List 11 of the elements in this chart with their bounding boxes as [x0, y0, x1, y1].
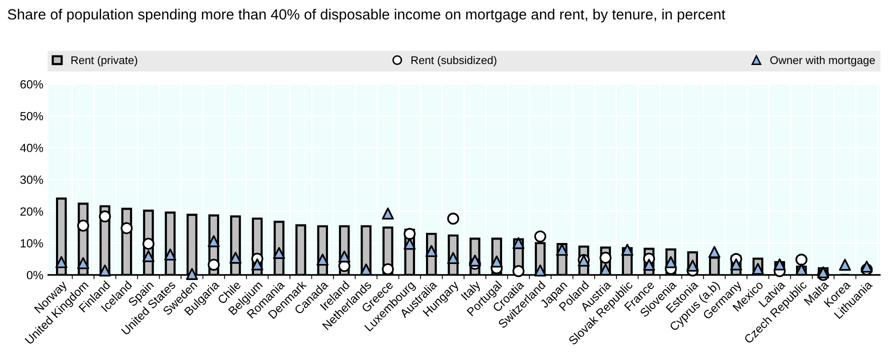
y-tick-label: 0%	[26, 270, 44, 280]
legend-label: Owner with mortgage	[770, 56, 875, 66]
legend-label: Rent (private)	[71, 56, 138, 66]
y-tick-label: 50%	[20, 112, 44, 120]
y-tick-label: 20%	[20, 207, 44, 216]
chart-title: Share of population spending more than 40% of disposable income on mortgage and rent, by tenure, in percent	[8, 8, 726, 22]
y-tick-label: 30%	[20, 176, 44, 184]
y-tick-label: 10%	[20, 239, 44, 248]
y-tick-label: 60%	[20, 80, 44, 89]
legend-label: Rent (subsidized)	[411, 56, 496, 66]
y-tick-label: 40%	[20, 144, 44, 152]
